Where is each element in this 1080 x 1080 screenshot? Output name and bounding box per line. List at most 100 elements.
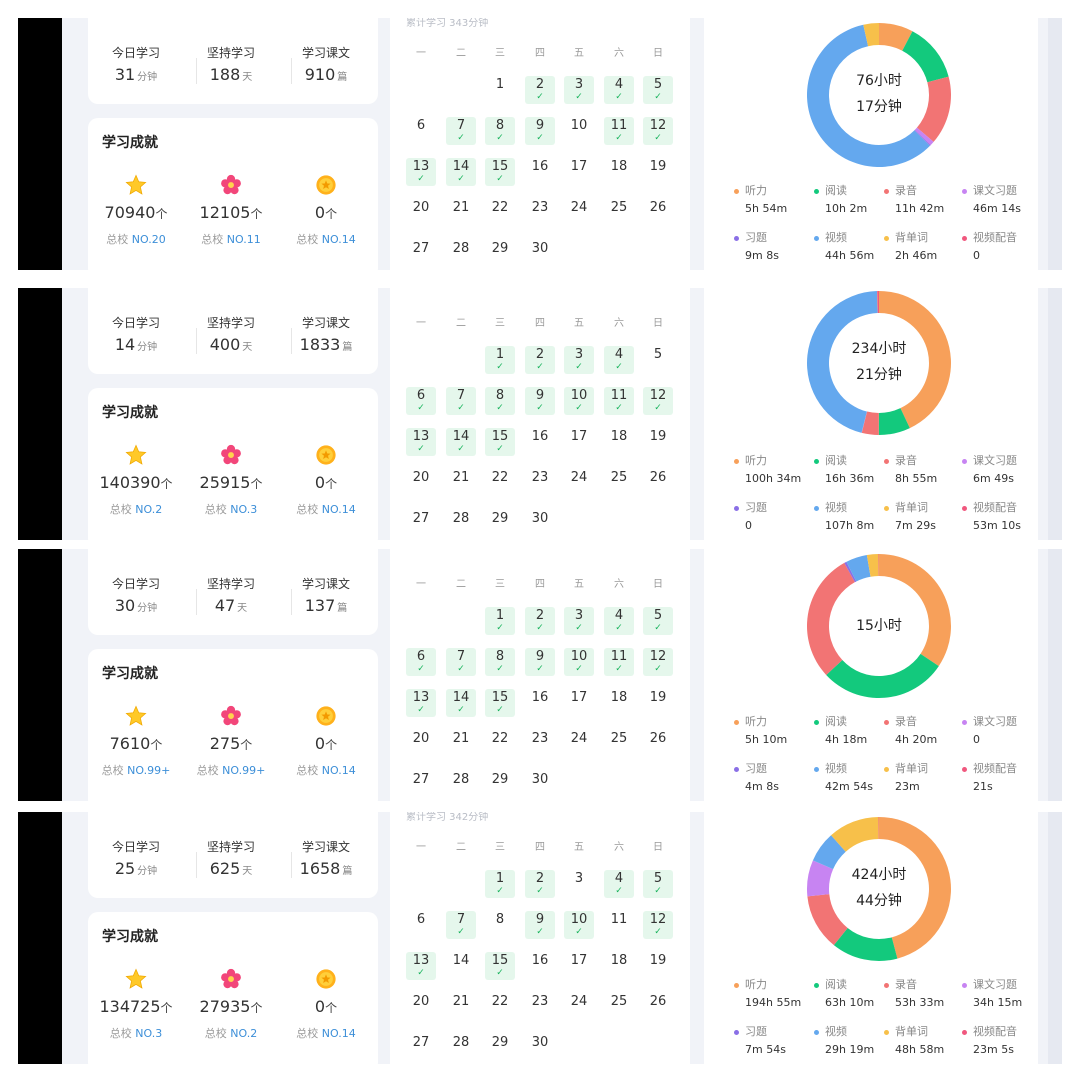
calendar-day[interactable]: 20 [412,200,430,215]
calendar-day[interactable]: 29 [491,772,509,787]
calendar-day[interactable]: 29 [491,1035,509,1050]
calendar-day-checked[interactable]: 7 ✓ [446,387,476,415]
calendar-day-checked[interactable]: 2 ✓ [525,607,555,635]
calendar-day[interactable]: 18 [610,953,628,968]
calendar-day[interactable]: 18 [610,429,628,444]
calendar-day[interactable]: 30 [531,511,549,526]
calendar-day-checked[interactable]: 12 ✓ [643,387,673,415]
calendar-day-checked[interactable]: 13 ✓ [406,689,436,717]
calendar-day-checked[interactable]: 9 ✓ [525,911,555,939]
calendar-day[interactable]: 25 [610,200,628,215]
achievement-item[interactable]: 0个 总校 NO.14 [278,444,374,517]
calendar-day-checked[interactable]: 1 ✓ [485,346,515,374]
calendar-day[interactable]: 28 [452,1035,470,1050]
calendar-day-checked[interactable]: 11 ✓ [604,648,634,676]
calendar-day[interactable]: 28 [452,241,470,256]
calendar-day-checked[interactable]: 13 ✓ [406,428,436,456]
calendar-day-checked[interactable]: 15 ✓ [485,428,515,456]
achievement-item[interactable]: 27935个 总校 NO.2 [183,968,279,1041]
calendar-day-checked[interactable]: 7 ✓ [446,117,476,145]
calendar-day[interactable]: 22 [491,200,509,215]
calendar-day[interactable]: 24 [570,994,588,1009]
achievement-item[interactable]: 275个 总校 NO.99+ [183,705,279,778]
calendar-day-checked[interactable]: 11 ✓ [604,387,634,415]
calendar-day[interactable]: 16 [531,159,549,174]
achievement-item[interactable]: 0个 总校 NO.14 [278,705,374,778]
calendar-day[interactable]: 24 [570,731,588,746]
calendar-day[interactable]: 21 [452,200,470,215]
rank-number[interactable]: NO.14 [321,1027,356,1040]
calendar-day-checked[interactable]: 9 ✓ [525,387,555,415]
calendar-day-checked[interactable]: 15 ✓ [485,952,515,980]
calendar-day-checked[interactable]: 15 ✓ [485,158,515,186]
calendar-day[interactable]: 3 [574,871,584,886]
calendar-day[interactable]: 28 [452,772,470,787]
calendar-day-checked[interactable]: 3 ✓ [564,607,594,635]
calendar-day[interactable]: 22 [491,994,509,1009]
calendar-day-checked[interactable]: 8 ✓ [485,648,515,676]
calendar-day-checked[interactable]: 4 ✓ [604,76,634,104]
calendar-day[interactable]: 24 [570,470,588,485]
calendar-day[interactable]: 20 [412,994,430,1009]
calendar-day[interactable]: 6 [416,118,426,133]
calendar-day-checked[interactable]: 8 ✓ [485,387,515,415]
calendar-day-checked[interactable]: 2 ✓ [525,346,555,374]
calendar-day[interactable]: 26 [649,731,667,746]
calendar-day[interactable]: 26 [649,470,667,485]
calendar-day[interactable]: 27 [412,511,430,526]
calendar-day[interactable]: 19 [649,429,667,444]
calendar-day[interactable]: 24 [570,200,588,215]
calendar-day-checked[interactable]: 11 ✓ [604,117,634,145]
calendar-day-checked[interactable]: 5 ✓ [643,607,673,635]
calendar-day-checked[interactable]: 4 ✓ [604,346,634,374]
calendar-day-checked[interactable]: 9 ✓ [525,648,555,676]
calendar-day-checked[interactable]: 2 ✓ [525,870,555,898]
rank-number[interactable]: NO.11 [226,233,261,246]
calendar-day-checked[interactable]: 4 ✓ [604,607,634,635]
calendar-day-checked[interactable]: 12 ✓ [643,911,673,939]
rank-number[interactable]: NO.20 [131,233,166,246]
calendar-day-checked[interactable]: 5 ✓ [643,870,673,898]
calendar-day[interactable]: 21 [452,731,470,746]
calendar-day[interactable]: 17 [570,690,588,705]
calendar-day-checked[interactable]: 9 ✓ [525,117,555,145]
calendar-day-checked[interactable]: 10 ✓ [564,648,594,676]
calendar-day-checked[interactable]: 14 ✓ [446,158,476,186]
rank-number[interactable]: NO.3 [135,1027,163,1040]
calendar-day[interactable]: 5 [653,347,663,362]
calendar-day[interactable]: 16 [531,953,549,968]
calendar-day-checked[interactable]: 4 ✓ [604,870,634,898]
calendar-day[interactable]: 27 [412,772,430,787]
calendar-day-checked[interactable]: 12 ✓ [643,648,673,676]
calendar-day-checked[interactable]: 7 ✓ [446,911,476,939]
calendar-day[interactable]: 29 [491,511,509,526]
calendar-day-checked[interactable]: 1 ✓ [485,870,515,898]
calendar-day[interactable]: 19 [649,159,667,174]
calendar-day-checked[interactable]: 7 ✓ [446,648,476,676]
calendar-day[interactable]: 22 [491,731,509,746]
calendar-day-checked[interactable]: 8 ✓ [485,117,515,145]
calendar-day-checked[interactable]: 13 ✓ [406,158,436,186]
calendar-day[interactable]: 20 [412,731,430,746]
rank-number[interactable]: NO.2 [230,1027,258,1040]
calendar-day[interactable]: 19 [649,690,667,705]
calendar-day-checked[interactable]: 6 ✓ [406,387,436,415]
rank-number[interactable]: NO.3 [230,503,258,516]
achievement-item[interactable]: 134725个 总校 NO.3 [88,968,184,1041]
rank-number[interactable]: NO.14 [321,764,356,777]
calendar-day[interactable]: 10 [570,118,588,133]
calendar-day-checked[interactable]: 14 ✓ [446,689,476,717]
calendar-day[interactable]: 16 [531,429,549,444]
calendar-day[interactable]: 27 [412,241,430,256]
calendar-day[interactable]: 20 [412,470,430,485]
calendar-day[interactable]: 21 [452,470,470,485]
calendar-day-checked[interactable]: 2 ✓ [525,76,555,104]
calendar-day[interactable]: 17 [570,159,588,174]
calendar-day-checked[interactable]: 10 ✓ [564,911,594,939]
rank-number[interactable]: NO.99+ [127,764,171,777]
calendar-day[interactable]: 29 [491,241,509,256]
calendar-day[interactable]: 16 [531,690,549,705]
calendar-day[interactable]: 8 [495,912,505,927]
calendar-day[interactable]: 25 [610,470,628,485]
calendar-day-checked[interactable]: 15 ✓ [485,689,515,717]
